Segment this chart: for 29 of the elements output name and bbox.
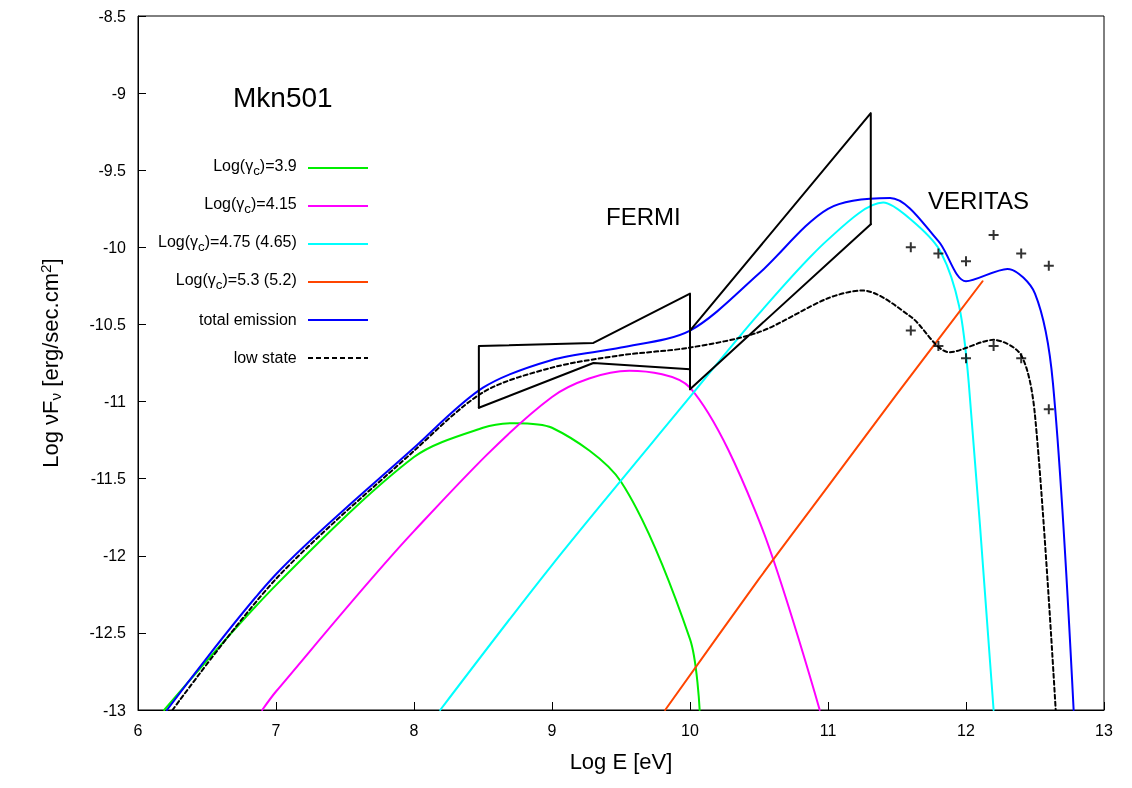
y-tick-label: -10.5	[89, 315, 127, 333]
x-tick-label: 6	[133, 721, 143, 739]
text: Mkn501	[233, 81, 333, 113]
y-tick-label: -11	[104, 393, 127, 411]
annotation: VERITAS	[928, 186, 1029, 214]
x-tick-label: 9	[547, 721, 557, 739]
y-tick-label: -13	[102, 701, 127, 719]
legend-label: Log(γ$_{c}$)=3.9	[213, 157, 297, 179]
x-tick-label: 8	[409, 721, 419, 739]
legend-label: total emission	[198, 311, 297, 329]
y-axis-title: Log νFν [erg/sec.cm2]	[37, 258, 64, 468]
annotation: FERMI	[606, 202, 681, 230]
x-tick-label: 11	[819, 721, 837, 739]
y-tick-label: -12.5	[89, 624, 127, 642]
x-axis-title: Log E [eV]	[569, 748, 673, 774]
x-tick-label: 13	[1095, 721, 1113, 739]
y-tick-label: -8.5	[98, 7, 127, 25]
y-tick-label: -9	[111, 84, 127, 102]
y-tick-label: -12	[102, 547, 127, 565]
legend-label: Log(γ$_{c}$)=5.3 (5.2)	[175, 271, 297, 293]
y-tick-label: -10	[102, 238, 127, 256]
legend-label: low state	[233, 349, 297, 367]
x-tick-label: 10	[681, 721, 699, 739]
y-tick-label: -11.5	[90, 470, 127, 488]
x-tick-label: 12	[957, 721, 975, 739]
x-tick-label: 7	[271, 721, 281, 739]
legend-label: Log(γ$_{c}$)=4.75 (4.65)	[158, 233, 297, 255]
legend-label: Log(γ$_{c}$)=4.15	[204, 195, 297, 217]
y-tick-label: -9.5	[98, 161, 127, 179]
